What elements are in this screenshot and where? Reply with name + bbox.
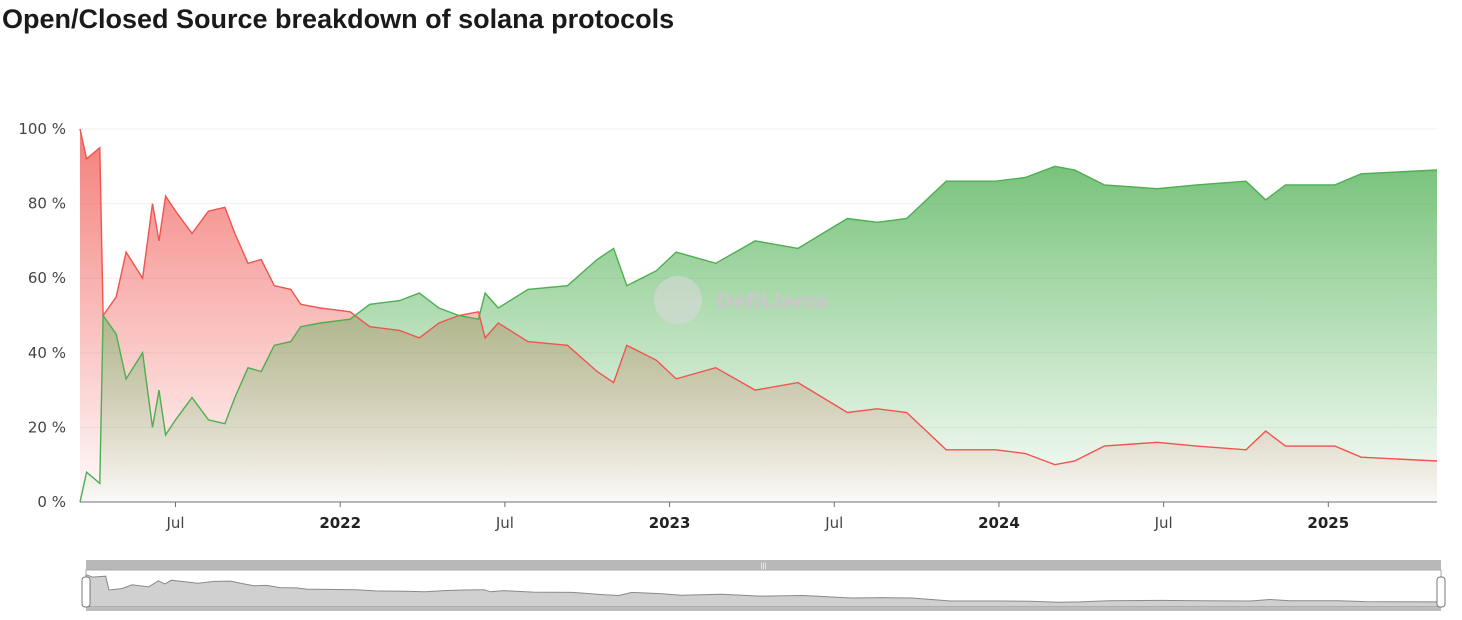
line-open-source [79, 165, 1438, 503]
y-tick-label: 40 % [28, 344, 66, 362]
slider-bottom-bar [86, 607, 1441, 611]
area-open-source [80, 166, 1437, 503]
slider-grip: ||| [761, 563, 767, 570]
page-title: Open/Closed Source breakdown of solana p… [2, 4, 675, 34]
line-closed-source [79, 128, 1438, 466]
defillama-watermark: DefiLlama [654, 276, 828, 324]
x-tick-label: Jul [1154, 514, 1173, 532]
slider-handle-right[interactable] [1436, 576, 1446, 608]
x-tick-label: 2025 [1307, 514, 1349, 532]
slider-handle-left[interactable] [81, 576, 91, 608]
x-tick-label: 2024 [978, 514, 1020, 532]
slider-preview-area [85, 573, 1442, 608]
y-tick-label: 100 % [18, 120, 66, 138]
y-tick-label: 0 % [37, 493, 66, 511]
y-tick-label: 60 % [28, 269, 66, 287]
x-tick-label: 2023 [649, 514, 691, 532]
x-tick-label: Jul [824, 514, 843, 532]
x-tick-label: Jul [165, 514, 184, 532]
x-tick-label: Jul [495, 514, 514, 532]
data-zoom-slider[interactable]: ||| [81, 560, 1446, 611]
y-tick-label: 20 % [28, 418, 66, 436]
x-tick-label: 2022 [319, 514, 361, 532]
svg-text:DefiLlama: DefiLlama [716, 289, 828, 313]
slider-top-bar [86, 560, 1441, 570]
y-tick-label: 80 % [28, 195, 66, 213]
